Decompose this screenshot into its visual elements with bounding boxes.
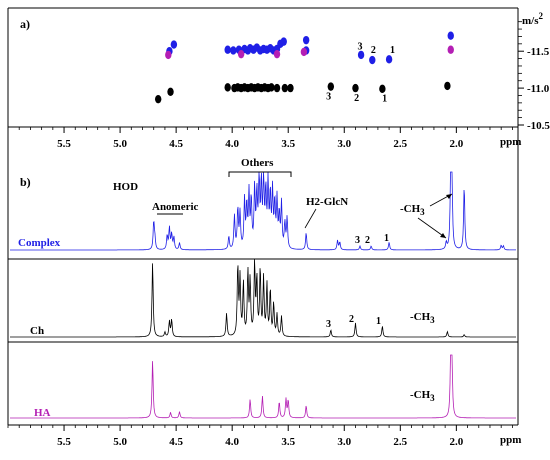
bottom-tick-label: 3.0	[337, 436, 351, 448]
bottom-tick-label: 5.5	[57, 436, 71, 448]
y-axis-unit-base: m/s	[522, 15, 539, 27]
ch-ch3-sub: 3	[430, 315, 435, 325]
h2glcn-pointer	[304, 208, 317, 229]
middle-tick-label: 5.0	[113, 138, 127, 150]
point-complex	[230, 46, 237, 55]
panel-a-annotations: 3 2 13 2 1	[326, 41, 395, 104]
spectrum-ch	[10, 258, 516, 338]
panel-a-points	[154, 31, 454, 104]
annotation-complex-ch3: -CH3	[400, 203, 425, 217]
middle-axis-ppm-label: ppm	[500, 136, 521, 148]
panel-a: -11.5-11.0-10.5 3 2 13 2 1 a) m/s2	[7, 7, 550, 132]
panel-a-label: a)	[20, 17, 30, 31]
panel-b-label: b)	[20, 175, 31, 189]
bottom-tick-label: 4.0	[225, 436, 239, 448]
bottom-tick-label: 2.5	[393, 436, 407, 448]
ch3-arrow-to-small-peak	[417, 217, 447, 239]
y-tick-label: -11.0	[527, 83, 550, 95]
point-ch	[287, 83, 294, 93]
ha-ch3-sub: 3	[430, 393, 435, 403]
bottom-tick-label: 5.0	[113, 436, 127, 448]
annotation-ch-3: 3	[326, 319, 331, 330]
point-ch	[154, 94, 162, 104]
point-ch	[444, 81, 451, 91]
middle-tick-label: 5.5	[57, 138, 71, 150]
point-complex	[447, 31, 454, 40]
bottom-axis-ticks: 5.5 5.0 4.5 4.0 3.5 3.0 2.5 2.0	[7, 425, 513, 448]
spectrum-ha	[10, 354, 516, 419]
trace-label-ha: HA	[34, 407, 51, 419]
ch-ch3-base: -CH	[410, 311, 431, 323]
annotation-complex-1: 1	[384, 233, 389, 244]
point-complex	[170, 40, 178, 49]
middle-tick-label: 3.5	[281, 138, 295, 150]
annotation-complex-2: 2	[365, 235, 370, 246]
panel-a-annotation: 2	[354, 93, 359, 104]
annotation-ha-ch3: -CH3	[410, 389, 435, 403]
point-ch	[352, 83, 359, 93]
point-complex	[369, 55, 376, 65]
point-ch	[224, 83, 231, 92]
bottom-tick-label: 4.5	[169, 436, 183, 448]
annotation-anomeric: Anomeric	[152, 201, 199, 213]
point-ch	[268, 83, 275, 92]
y-tick-label: -11.5	[527, 46, 550, 58]
point-ch	[281, 83, 289, 93]
point-ha	[300, 47, 308, 57]
middle-tick-label: 2.5	[393, 138, 407, 150]
ha-ch3-base: -CH	[410, 389, 431, 401]
middle-tick-label: 4.0	[225, 138, 239, 150]
point-complex	[280, 37, 287, 46]
annotation-complex-3: 3	[355, 235, 360, 246]
middle-ppm-axis: 5.5 5.0 4.5 4.0 3.5 3.0 2.5 2.0 ppm	[7, 126, 521, 150]
point-complex	[224, 45, 231, 54]
panel-a-annotation: 2	[371, 45, 376, 56]
point-ha	[447, 45, 454, 54]
trace-label-ch: Ch	[30, 325, 44, 337]
point-ch	[167, 87, 174, 96]
point-ha	[273, 49, 281, 59]
panel-a-annotation: 1	[390, 45, 395, 56]
point-ha	[237, 49, 245, 59]
complex-ch3-base: -CH	[400, 203, 421, 215]
y-axis-unit-label: m/s2	[522, 11, 544, 27]
bottom-axis-ppm-label: ppm	[500, 434, 521, 446]
panel-a-annotation: 3	[357, 41, 362, 52]
trace-label-complex: Complex	[18, 237, 61, 249]
spectrum-complex	[10, 171, 516, 251]
point-ch	[273, 83, 281, 93]
annotation-ch-ch3: -CH3	[410, 311, 435, 325]
panel-a-annotation: 3	[326, 91, 331, 102]
y-tick-label: -10.5	[527, 120, 550, 132]
middle-tick-label: 4.5	[169, 138, 183, 150]
point-complex	[385, 55, 393, 64]
others-bracket	[228, 171, 292, 177]
bottom-tick-label: 3.5	[281, 436, 295, 448]
point-ch	[327, 82, 335, 91]
point-complex	[302, 35, 310, 45]
ch3-arrowhead-big	[446, 194, 452, 199]
middle-axis-ticks: 5.5 5.0 4.5 4.0 3.5 3.0 2.5 2.0	[7, 127, 513, 150]
panel-b: 5.5 5.0 4.5 4.0 3.5 3.0 2.5 2.0 ppm b) Complex …	[7, 127, 521, 448]
annotation-others: Others	[241, 157, 274, 169]
annotation-ch-2: 2	[349, 314, 354, 325]
annotation-hod: HOD	[113, 181, 138, 193]
middle-tick-label: 2.0	[449, 138, 463, 150]
panel-a-annotation: 1	[382, 94, 387, 105]
y-axis-unit-exponent: 2	[539, 11, 544, 21]
point-ha	[165, 50, 172, 60]
complex-ch3-sub: 3	[420, 207, 425, 217]
panel-a-y-ticks: -11.5 -11.0 -10.5	[518, 21, 550, 132]
middle-tick-label: 3.0	[337, 138, 351, 150]
bottom-tick-label: 2.0	[449, 436, 463, 448]
point-complex	[357, 50, 365, 60]
ch3-arrowhead-small	[440, 233, 446, 238]
point-ch	[379, 84, 386, 94]
annotation-ch-1: 1	[376, 316, 381, 327]
annotation-h2glcn: H2-GlcN	[306, 196, 348, 208]
